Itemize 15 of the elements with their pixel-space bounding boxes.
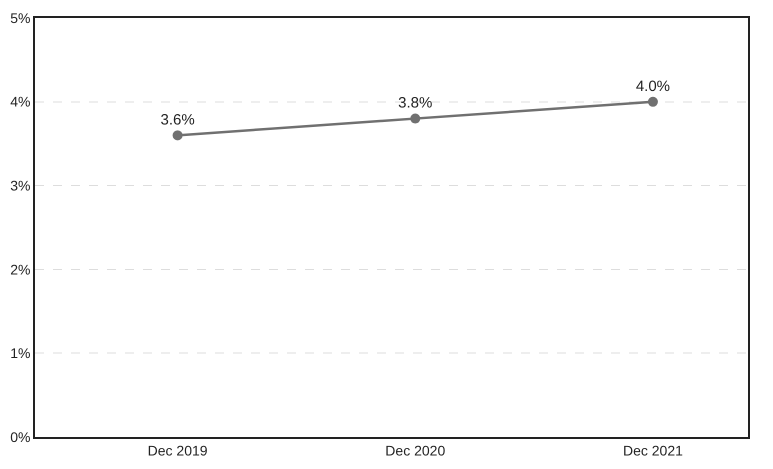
point <box>172 130 183 140</box>
y-tick-label: 4% <box>10 94 30 110</box>
x-tick-label: Dec 2021 <box>622 442 684 459</box>
data-label: 3.6% <box>160 111 195 128</box>
y-tick-label: 3% <box>10 178 30 194</box>
point <box>410 114 420 124</box>
x-tick-label: Dec 2020 <box>385 442 446 459</box>
data-label: 4.0% <box>636 78 670 95</box>
y-tick-label: 5% <box>10 10 30 26</box>
y-tick-label: 1% <box>10 345 30 362</box>
y-tick-label: 2% <box>10 261 30 278</box>
point <box>648 96 658 107</box>
y-tick-label: 0% <box>10 428 30 445</box>
data-label: 3.8% <box>398 94 432 112</box>
x-tick-label: Dec 2019 <box>148 442 208 459</box>
